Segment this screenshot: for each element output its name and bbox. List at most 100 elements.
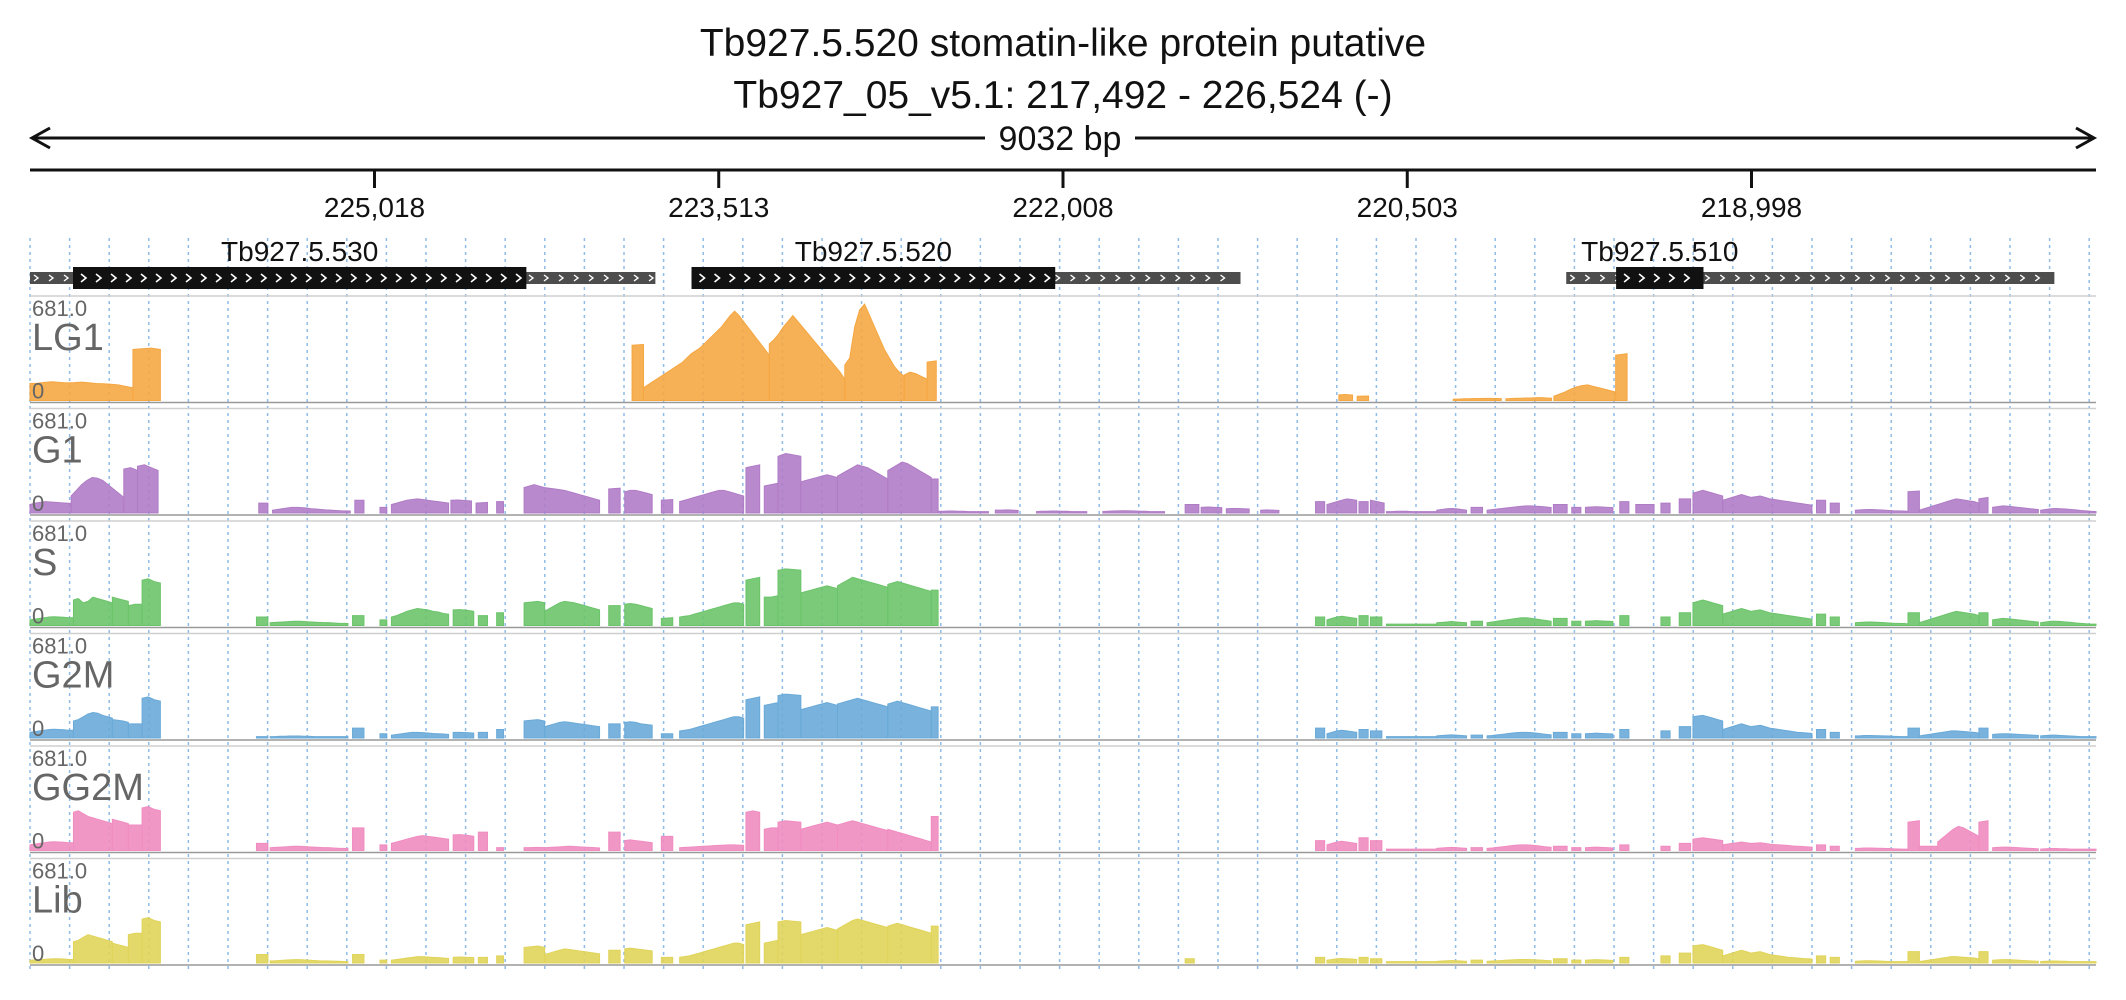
strand-chevron-icon <box>1929 274 1936 282</box>
coverage-area <box>887 922 932 964</box>
strand-chevron-icon <box>2004 274 2011 282</box>
coverage-area <box>836 464 889 514</box>
coverage-area <box>608 949 621 964</box>
strand-chevron-icon <box>2019 274 2026 282</box>
coverage-area <box>660 835 674 851</box>
coverage-area <box>930 706 939 739</box>
strand-chevron-icon <box>380 273 388 283</box>
coverage-area <box>745 696 761 739</box>
strand-chevron-icon <box>140 273 148 283</box>
strand-chevron-icon <box>305 273 313 283</box>
coverage-area <box>523 600 546 626</box>
y-max-label: 681.0 <box>32 746 87 771</box>
coverage-area <box>1315 840 1326 851</box>
coverage-area <box>452 731 475 739</box>
coverage-area <box>352 727 365 739</box>
strand-chevron-icon <box>729 273 736 283</box>
coverage-area <box>994 509 1019 514</box>
coverage-area <box>1978 496 1989 514</box>
coverage-area <box>271 506 351 514</box>
coverage-track: 681.0G1 0 <box>29 407 2097 516</box>
strand-chevron-icon <box>1764 274 1771 282</box>
coverage-area <box>1692 714 1724 739</box>
gene-label: Tb927.5.530 <box>221 236 378 267</box>
coverage-area <box>1692 837 1724 851</box>
coverage-area <box>111 719 129 739</box>
y-min-label: 0 <box>32 491 44 516</box>
coverage-area <box>1978 820 1989 851</box>
coverage-area <box>1829 502 1840 514</box>
strand-chevron-icon <box>1085 274 1091 282</box>
coverage-area <box>379 959 388 964</box>
coverage-area <box>477 956 488 964</box>
y-max-label: 681.0 <box>32 859 87 884</box>
coverage-area <box>1571 620 1582 626</box>
coverage-area <box>1829 845 1840 851</box>
coverage-area <box>1907 490 1920 514</box>
coverage-area <box>679 489 745 514</box>
strand-chevron-icon <box>804 273 811 283</box>
coverage-area <box>269 735 349 739</box>
coverage-area <box>1436 734 1467 739</box>
coverage-area <box>660 617 674 626</box>
coverage-area <box>269 959 349 964</box>
coverage-area <box>1854 847 1909 851</box>
coverage-area <box>1992 733 2039 739</box>
coverage-area <box>2040 734 2097 739</box>
coverage-area <box>1854 734 1909 739</box>
coverage-area <box>544 721 601 739</box>
coverage-area <box>477 615 488 626</box>
strand-chevron-icon <box>485 273 493 283</box>
strand-chevron-icon <box>395 273 403 283</box>
coverage-area <box>352 827 365 851</box>
y-min-label: 0 <box>32 716 44 741</box>
coverage-area <box>127 723 143 739</box>
coverage-area <box>1619 615 1630 626</box>
coverage-area <box>1358 501 1369 514</box>
coverage-area <box>72 934 113 964</box>
coverage-area <box>29 381 134 401</box>
coverage-area <box>352 953 365 964</box>
coverage-area <box>887 828 932 851</box>
coverage-area <box>763 701 779 739</box>
coverage-area <box>624 721 653 739</box>
strand-chevron-icon <box>939 273 946 283</box>
coverage-area <box>1692 944 1724 964</box>
coverage-area <box>269 620 349 626</box>
coverage-area <box>926 360 937 401</box>
strand-chevron-icon <box>1145 274 1151 282</box>
coverage-area <box>2040 960 2097 964</box>
coverage-area <box>1619 501 1630 514</box>
strand-chevron-icon <box>954 273 961 283</box>
coverage-area <box>679 844 745 851</box>
coverage-area <box>836 820 889 851</box>
coverage-area <box>1829 956 1840 964</box>
strand-chevron-icon <box>335 273 343 283</box>
gene-model: Tb927.5.530 <box>30 236 656 289</box>
coverage-area <box>1571 847 1582 851</box>
strand-chevron-icon <box>33 274 40 282</box>
strand-chevron-icon <box>1220 274 1226 282</box>
coverage-area <box>1678 952 1692 964</box>
strand-chevron-icon <box>290 273 298 283</box>
strand-chevron-icon <box>1160 274 1166 282</box>
coverage-area <box>1722 841 1813 851</box>
gene-label: Tb927.5.520 <box>795 236 952 267</box>
coverage-area <box>258 502 269 514</box>
strand-chevron-icon <box>1914 274 1921 282</box>
coverage-area <box>660 956 674 964</box>
strand-chevron-icon <box>1734 274 1741 282</box>
strand-chevron-icon <box>1809 274 1816 282</box>
strand-chevron-icon <box>588 274 595 282</box>
coverage-area <box>1486 505 1552 514</box>
coverage-area <box>1918 610 1980 626</box>
coverage-area <box>1722 949 1813 964</box>
coverage-area <box>523 484 601 514</box>
coverage-area <box>1358 837 1369 851</box>
coverage-area <box>930 478 939 514</box>
coverage-area <box>608 723 621 739</box>
coverage-area <box>141 917 161 964</box>
strand-chevron-icon <box>744 273 751 283</box>
coverage-area <box>496 501 504 514</box>
